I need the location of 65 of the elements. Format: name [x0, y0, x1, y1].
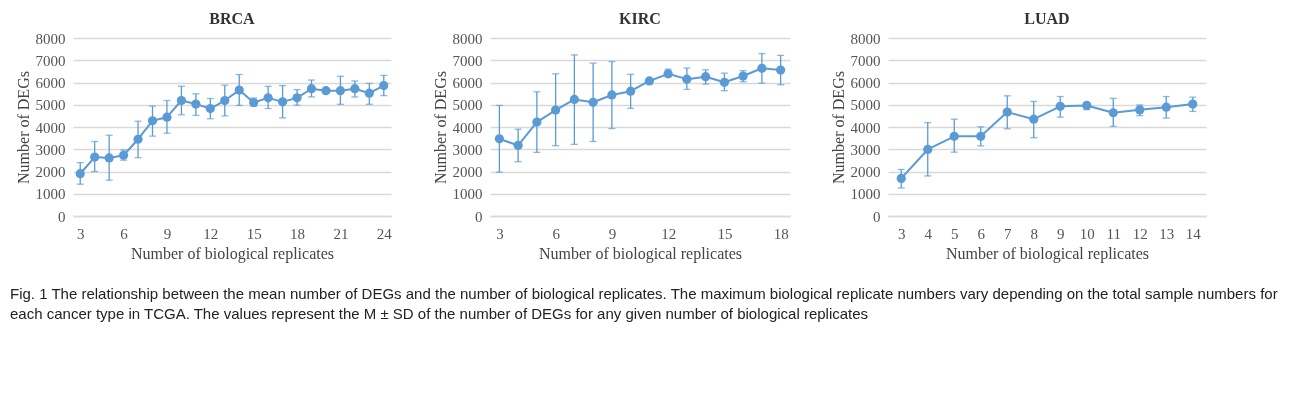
x-tick-label: 7 — [1004, 225, 1012, 242]
y-tick-label: 0 — [475, 208, 483, 225]
y-tick-label: 0 — [58, 208, 66, 225]
x-tick-label: 12 — [1132, 225, 1148, 242]
chart-title: LUAD — [1024, 10, 1070, 27]
caption: Fig. 1 The relationship between the mean number of DEGs and the number of biological replicates. The maximum biological replicate numbers vary depending on the total sample numbers for each cancer type in TCGA. The values represent the M ± SD of the number of DEGs for any given number of biological replicates — [10, 284, 1279, 324]
y-tick-label: 3000 — [850, 141, 881, 158]
chart-title: KIRC — [619, 10, 661, 27]
y-tick-label: 6000 — [452, 75, 483, 91]
y-axis-title: Number of DEGs — [431, 71, 449, 184]
x-tick-label: 12 — [661, 225, 677, 242]
point — [321, 86, 331, 96]
x-tick-label: 18 — [773, 225, 789, 242]
y-tick-label: 2000 — [452, 164, 483, 180]
x-tick-label: 4 — [924, 225, 933, 242]
y-tick-label: 3000 — [452, 141, 483, 158]
y-tick-label: 2000 — [850, 164, 881, 180]
x-tick-label: 3 — [496, 225, 504, 242]
y-tick-label: 8000 — [35, 30, 66, 47]
x-tick-label: 6 — [977, 225, 986, 242]
x-axis-title: Number of biological replicates — [130, 244, 335, 263]
x-tick-label: 3 — [898, 225, 906, 242]
y-tick-label: 8000 — [850, 30, 881, 47]
y-tick-label: 5000 — [35, 97, 66, 114]
x-tick-label: 12 — [203, 225, 219, 242]
y-axis-title: Number of DEGs — [14, 71, 32, 184]
y-tick-label: 4000 — [452, 119, 483, 136]
y-tick-label: 3000 — [35, 141, 66, 158]
x-axis-title: Number of biological replicates — [538, 244, 743, 263]
x-tick-label: 11 — [1106, 225, 1121, 242]
y-axis-title: Number of DEGs — [829, 71, 847, 184]
y-tick-label: 6000 — [850, 75, 881, 91]
x-tick-label: 9 — [1057, 225, 1065, 242]
point — [644, 76, 654, 86]
x-tick-label: 3 — [76, 225, 85, 242]
x-tick-label: 5 — [951, 225, 959, 242]
y-tick-label: 5000 — [452, 97, 483, 114]
y-tick-label: 7000 — [850, 52, 881, 69]
y-tick-label: 7000 — [35, 52, 66, 69]
x-axis-title: Number of biological replicates — [945, 244, 1150, 263]
x-tick-label: 21 — [333, 225, 349, 242]
y-tick-label: 7000 — [452, 52, 483, 69]
chart-title: BRCA — [209, 10, 256, 27]
y-tick-label: 6000 — [35, 75, 66, 91]
x-tick-label: 14 — [1185, 225, 1202, 242]
y-tick-label: 8000 — [452, 30, 483, 47]
y-tick-label: 5000 — [850, 97, 881, 114]
x-tick-label: 24 — [376, 225, 393, 242]
x-tick-label: 9 — [608, 225, 617, 242]
x-tick-label: 8 — [1030, 225, 1038, 242]
y-tick-label: 1000 — [35, 186, 66, 203]
x-tick-label: 6 — [552, 225, 561, 242]
y-tick-label: 4000 — [35, 119, 66, 136]
y-tick-label: 0 — [873, 208, 881, 225]
x-tick-label: 9 — [163, 225, 172, 242]
x-tick-label: 15 — [246, 225, 262, 242]
y-tick-label: 1000 — [850, 186, 881, 203]
x-tick-label: 10 — [1079, 225, 1095, 242]
x-tick-label: 18 — [290, 225, 306, 242]
y-tick-label: 4000 — [850, 119, 881, 136]
x-tick-label: 6 — [120, 225, 129, 242]
x-tick-label: 15 — [717, 225, 733, 242]
y-tick-label: 1000 — [452, 186, 483, 203]
y-tick-label: 2000 — [35, 164, 66, 180]
x-tick-label: 13 — [1159, 225, 1175, 242]
